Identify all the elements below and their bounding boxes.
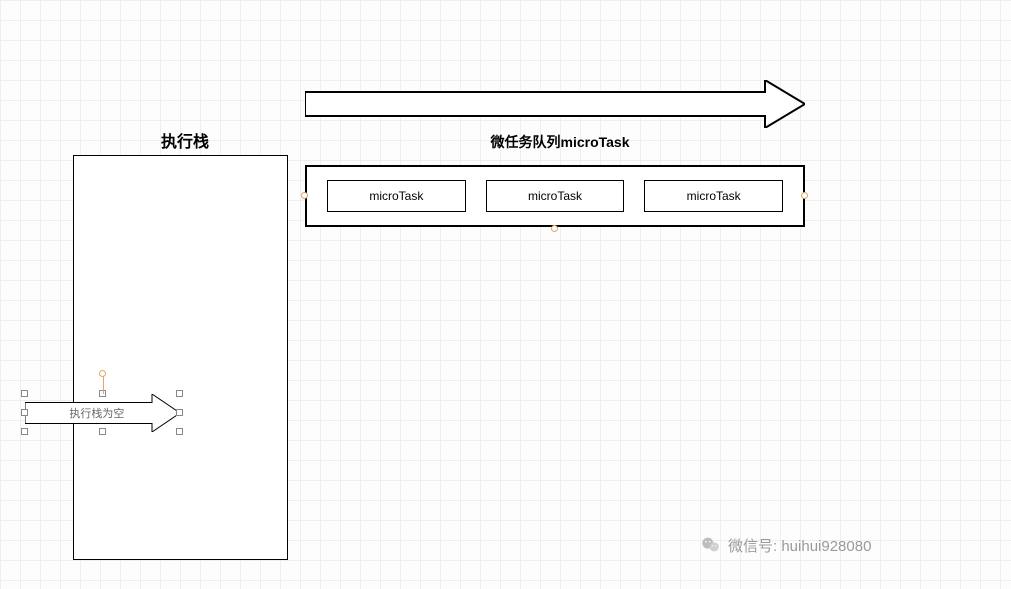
selection-handles[interactable]: [25, 394, 180, 432]
resize-handle[interactable]: [21, 428, 28, 435]
microtask-cell[interactable]: microTask: [486, 180, 625, 212]
resize-handle[interactable]: [21, 409, 28, 416]
microtask-cell[interactable]: microTask: [644, 180, 783, 212]
microtask-cell[interactable]: microTask: [327, 180, 466, 212]
flow-arrow-large[interactable]: [305, 80, 805, 128]
resize-handle[interactable]: [176, 390, 183, 397]
wechat-icon: [700, 534, 722, 556]
connection-point[interactable]: [801, 192, 808, 199]
resize-handle[interactable]: [176, 428, 183, 435]
execution-stack-title: 执行栈: [125, 128, 245, 152]
resize-handle[interactable]: [176, 409, 183, 416]
resize-handle[interactable]: [21, 390, 28, 397]
rotation-handle[interactable]: [99, 370, 106, 377]
resize-handle[interactable]: [99, 428, 106, 435]
diagram-canvas[interactable]: 执行栈 微任务队列microTask microTaskmicroTaskmic…: [0, 0, 1011, 589]
microtask-queue-box[interactable]: microTask microTask microTask: [305, 165, 805, 227]
rotation-stem: [103, 374, 104, 394]
connection-point[interactable]: [301, 192, 308, 199]
microtask-queue-title: 微任务队列microTask: [430, 132, 690, 152]
connection-point[interactable]: [551, 225, 558, 232]
watermark: 微信号: huihui928080: [700, 534, 871, 556]
watermark-text: 微信号: huihui928080: [728, 535, 871, 556]
execution-stack-box[interactable]: [73, 155, 288, 560]
